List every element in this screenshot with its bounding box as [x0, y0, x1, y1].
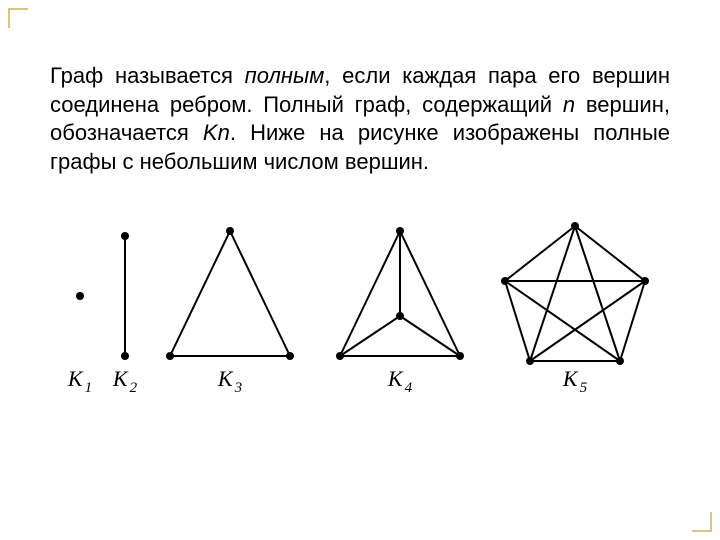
svg-text:K2: K2 [112, 366, 138, 396]
svg-text:K1: K1 [67, 366, 92, 396]
corner-decoration-tl [8, 8, 28, 28]
definition-text: Граф называется полным, если каждая пара… [50, 62, 670, 176]
svg-text:K4: K4 [387, 366, 413, 396]
svg-text:K5: K5 [562, 366, 588, 396]
complete-graphs-svg: K1 K2 K3 K4 K5 [50, 206, 670, 406]
graphs-figure: K1 K2 K3 K4 K5 [50, 206, 670, 406]
svg-text:K3: K3 [217, 366, 242, 396]
def-part-1: Граф называется [50, 63, 245, 88]
slide: Граф называется полным, если каждая пара… [0, 0, 720, 540]
corner-decoration-br [692, 512, 712, 532]
def-italic-kn: Kn [203, 120, 230, 145]
def-italic-polnym: полным [245, 63, 325, 88]
def-italic-n: n [563, 92, 575, 117]
